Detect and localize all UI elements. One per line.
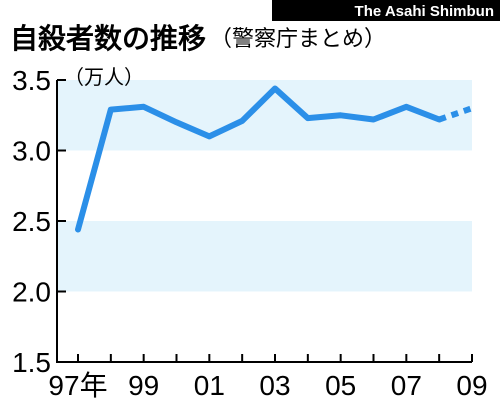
y-tick-label: 3.5	[12, 65, 51, 96]
x-tick-labels: 97年 99 01 03 05 07 09	[48, 370, 487, 401]
y-axis-unit-label: （万人）	[64, 65, 144, 89]
y-tick-label: 2.0	[12, 277, 51, 308]
y-tick-labels: 3.5 3.0 2.5 2.0 1.5	[12, 65, 51, 378]
data-series	[75, 85, 473, 233]
axes	[56, 79, 473, 363]
x-tick-label: 05	[325, 370, 356, 401]
data-line	[75, 85, 443, 233]
y-tick-label: 2.5	[12, 206, 51, 237]
background-bands	[57, 80, 472, 292]
credit-label: The Asahi Shimbun	[355, 3, 494, 20]
x-tick-label: 97年	[48, 370, 107, 401]
credit-background	[272, 0, 500, 21]
y-tick-label: 3.0	[12, 136, 51, 167]
chart-subtitle: （警察庁まとめ）	[210, 27, 386, 52]
background-band-1	[57, 80, 472, 151]
chart-title: 自殺者数の推移	[10, 22, 206, 55]
x-tick-label: 03	[259, 370, 290, 401]
x-tick-label: 07	[391, 370, 422, 401]
data-line-projected	[438, 105, 473, 123]
x-tick-label: 09	[456, 370, 487, 401]
x-tick-label: 01	[194, 370, 225, 401]
y-tick-label: 1.5	[12, 347, 51, 378]
background-band-2	[57, 221, 472, 292]
x-tick-label: 99	[128, 370, 159, 401]
